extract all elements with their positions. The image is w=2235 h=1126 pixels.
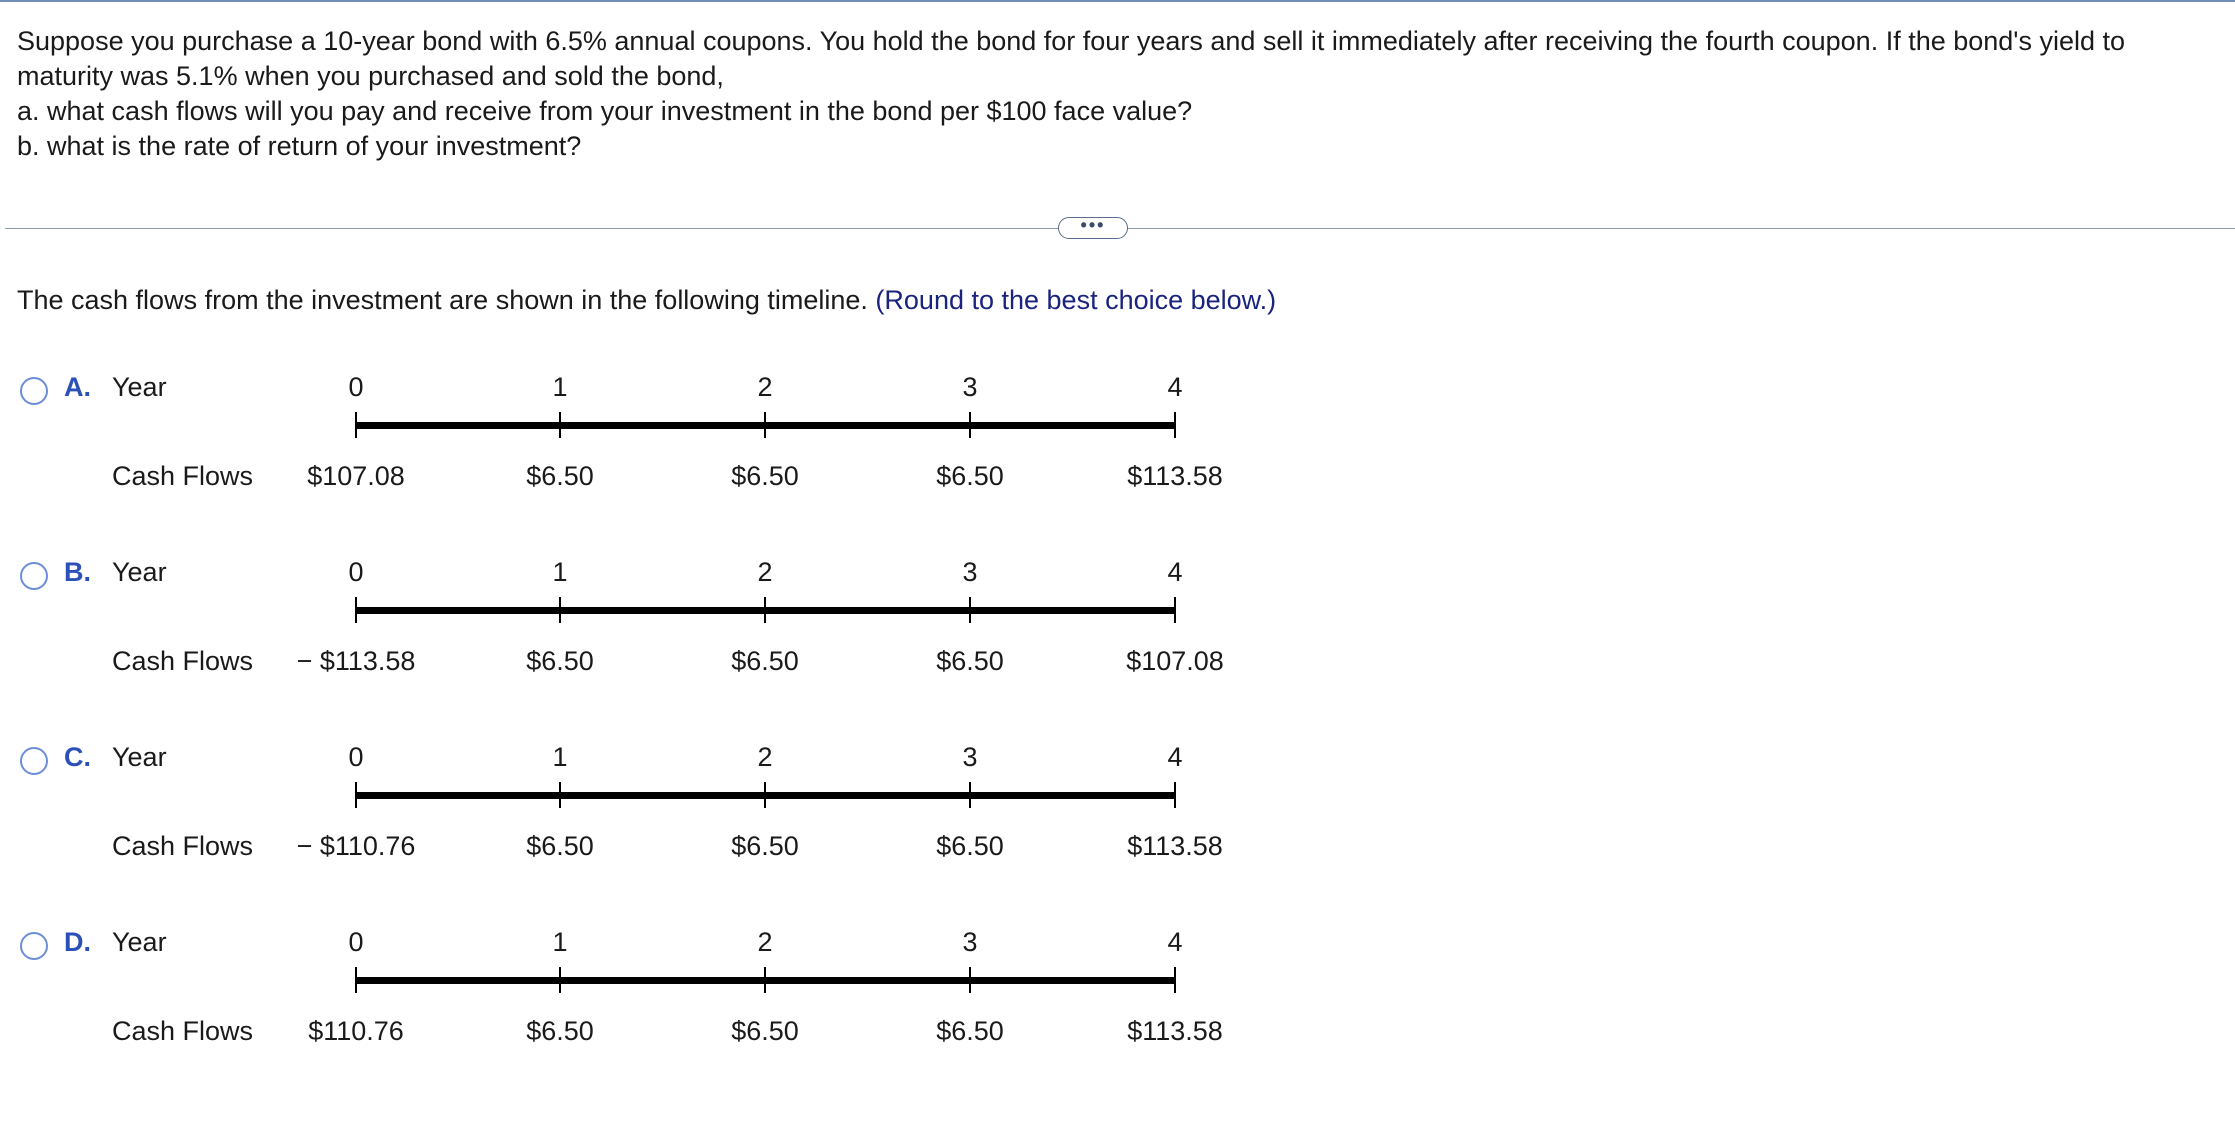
- timeline-tick: [559, 782, 561, 808]
- top-border: [0, 0, 2235, 2]
- instruction-main: The cash flows from the investment are s…: [17, 285, 868, 315]
- timeline-tick: [559, 412, 561, 438]
- question-line-2: a. what cash flows will you pay and rece…: [17, 96, 1193, 126]
- timeline-tick: [764, 782, 766, 808]
- timeline-tick: [1174, 967, 1176, 993]
- option-c-radio[interactable]: [20, 747, 48, 775]
- option-b-radio[interactable]: [20, 562, 48, 590]
- year-2: 2: [757, 557, 773, 587]
- option-letter: D.: [64, 927, 91, 957]
- timeline-tick: [969, 597, 971, 623]
- year-0: 0: [348, 742, 364, 772]
- timeline-tick: [764, 967, 766, 993]
- option-d[interactable]: D. Year 0 1 2 3 4 Cash Flows $110.76 $6.…: [0, 920, 1300, 1070]
- year-label: Year: [112, 372, 167, 402]
- year-1: 1: [552, 372, 568, 402]
- timeline-tick: [559, 597, 561, 623]
- cash-flow-3: $6.50: [936, 461, 1004, 491]
- option-letter: A.: [64, 372, 91, 402]
- timeline-tick: [355, 782, 357, 808]
- question-line-3: b. what is the rate of return of your in…: [17, 131, 582, 161]
- timeline-tick: [969, 782, 971, 808]
- option-a[interactable]: A. Year 0 1 2 3 4 Cash Flows $107.08 $6.…: [0, 365, 1300, 515]
- year-3: 3: [962, 557, 978, 587]
- year-label: Year: [112, 557, 167, 587]
- cash-flow-2: $6.50: [731, 461, 799, 491]
- cash-flow-0: $110.76: [308, 1016, 404, 1046]
- year-0: 0: [348, 372, 364, 402]
- timeline-tick: [969, 967, 971, 993]
- year-1: 1: [552, 557, 568, 587]
- year-3: 3: [962, 742, 978, 772]
- cash-flow-0: − $110.76: [296, 831, 416, 861]
- year-3: 3: [962, 372, 978, 402]
- cash-flow-0: − $113.58: [296, 646, 416, 676]
- timeline-tick: [559, 967, 561, 993]
- cash-flows-label: Cash Flows: [112, 831, 254, 861]
- cash-flow-4: $113.58: [1127, 831, 1223, 861]
- year-0: 0: [348, 557, 364, 587]
- year-4: 4: [1167, 927, 1183, 957]
- cash-flow-2: $6.50: [731, 1016, 799, 1046]
- option-letter: C.: [64, 742, 91, 772]
- year-2: 2: [757, 742, 773, 772]
- year-1: 1: [552, 742, 568, 772]
- cash-flows-label: Cash Flows: [112, 1016, 254, 1046]
- timeline-tick: [355, 412, 357, 438]
- question-text: Suppose you purchase a 10-year bond with…: [17, 24, 2222, 164]
- timeline-tick: [1174, 412, 1176, 438]
- instruction-text: The cash flows from the investment are s…: [17, 283, 1276, 318]
- timeline-tick: [355, 597, 357, 623]
- cash-flow-4: $113.58: [1127, 461, 1223, 491]
- question-line-1: Suppose you purchase a 10-year bond with…: [17, 26, 2126, 91]
- cash-flows-label: Cash Flows: [112, 461, 254, 491]
- timeline-tick: [969, 412, 971, 438]
- cash-flow-3: $6.50: [936, 831, 1004, 861]
- cash-flow-1: $6.50: [526, 646, 594, 676]
- year-label: Year: [112, 927, 167, 957]
- cash-flow-1: $6.50: [526, 831, 594, 861]
- year-4: 4: [1167, 372, 1183, 402]
- option-c[interactable]: C. Year 0 1 2 3 4 Cash Flows − $110.76 $…: [0, 735, 1300, 885]
- cash-flow-0: $107.08: [307, 461, 405, 491]
- year-4: 4: [1167, 557, 1183, 587]
- instruction-hint: (Round to the best choice below.): [875, 285, 1277, 315]
- cash-flow-2: $6.50: [731, 831, 799, 861]
- timeline-tick: [355, 967, 357, 993]
- option-b[interactable]: B. Year 0 1 2 3 4 Cash Flows − $113.58 $…: [0, 550, 1300, 700]
- year-2: 2: [757, 927, 773, 957]
- option-d-radio[interactable]: [20, 932, 48, 960]
- timeline-tick: [1174, 782, 1176, 808]
- option-a-radio[interactable]: [20, 377, 48, 405]
- timeline-tick: [764, 597, 766, 623]
- year-2: 2: [757, 372, 773, 402]
- cash-flows-label: Cash Flows: [112, 646, 254, 676]
- year-4: 4: [1167, 742, 1183, 772]
- year-3: 3: [962, 927, 978, 957]
- cash-flow-4: $113.58: [1127, 1016, 1223, 1046]
- cash-flow-1: $6.50: [526, 461, 594, 491]
- year-label: Year: [112, 742, 167, 772]
- cash-flow-3: $6.50: [936, 1016, 1004, 1046]
- year-1: 1: [552, 927, 568, 957]
- cash-flow-2: $6.50: [731, 646, 799, 676]
- cash-flow-4: $107.08: [1126, 646, 1224, 676]
- timeline-tick: [1174, 597, 1176, 623]
- timeline-tick: [764, 412, 766, 438]
- option-letter: B.: [64, 557, 91, 587]
- more-options-button[interactable]: •••: [1058, 216, 1128, 239]
- year-0: 0: [348, 927, 364, 957]
- cash-flow-1: $6.50: [526, 1016, 594, 1046]
- cash-flow-3: $6.50: [936, 646, 1004, 676]
